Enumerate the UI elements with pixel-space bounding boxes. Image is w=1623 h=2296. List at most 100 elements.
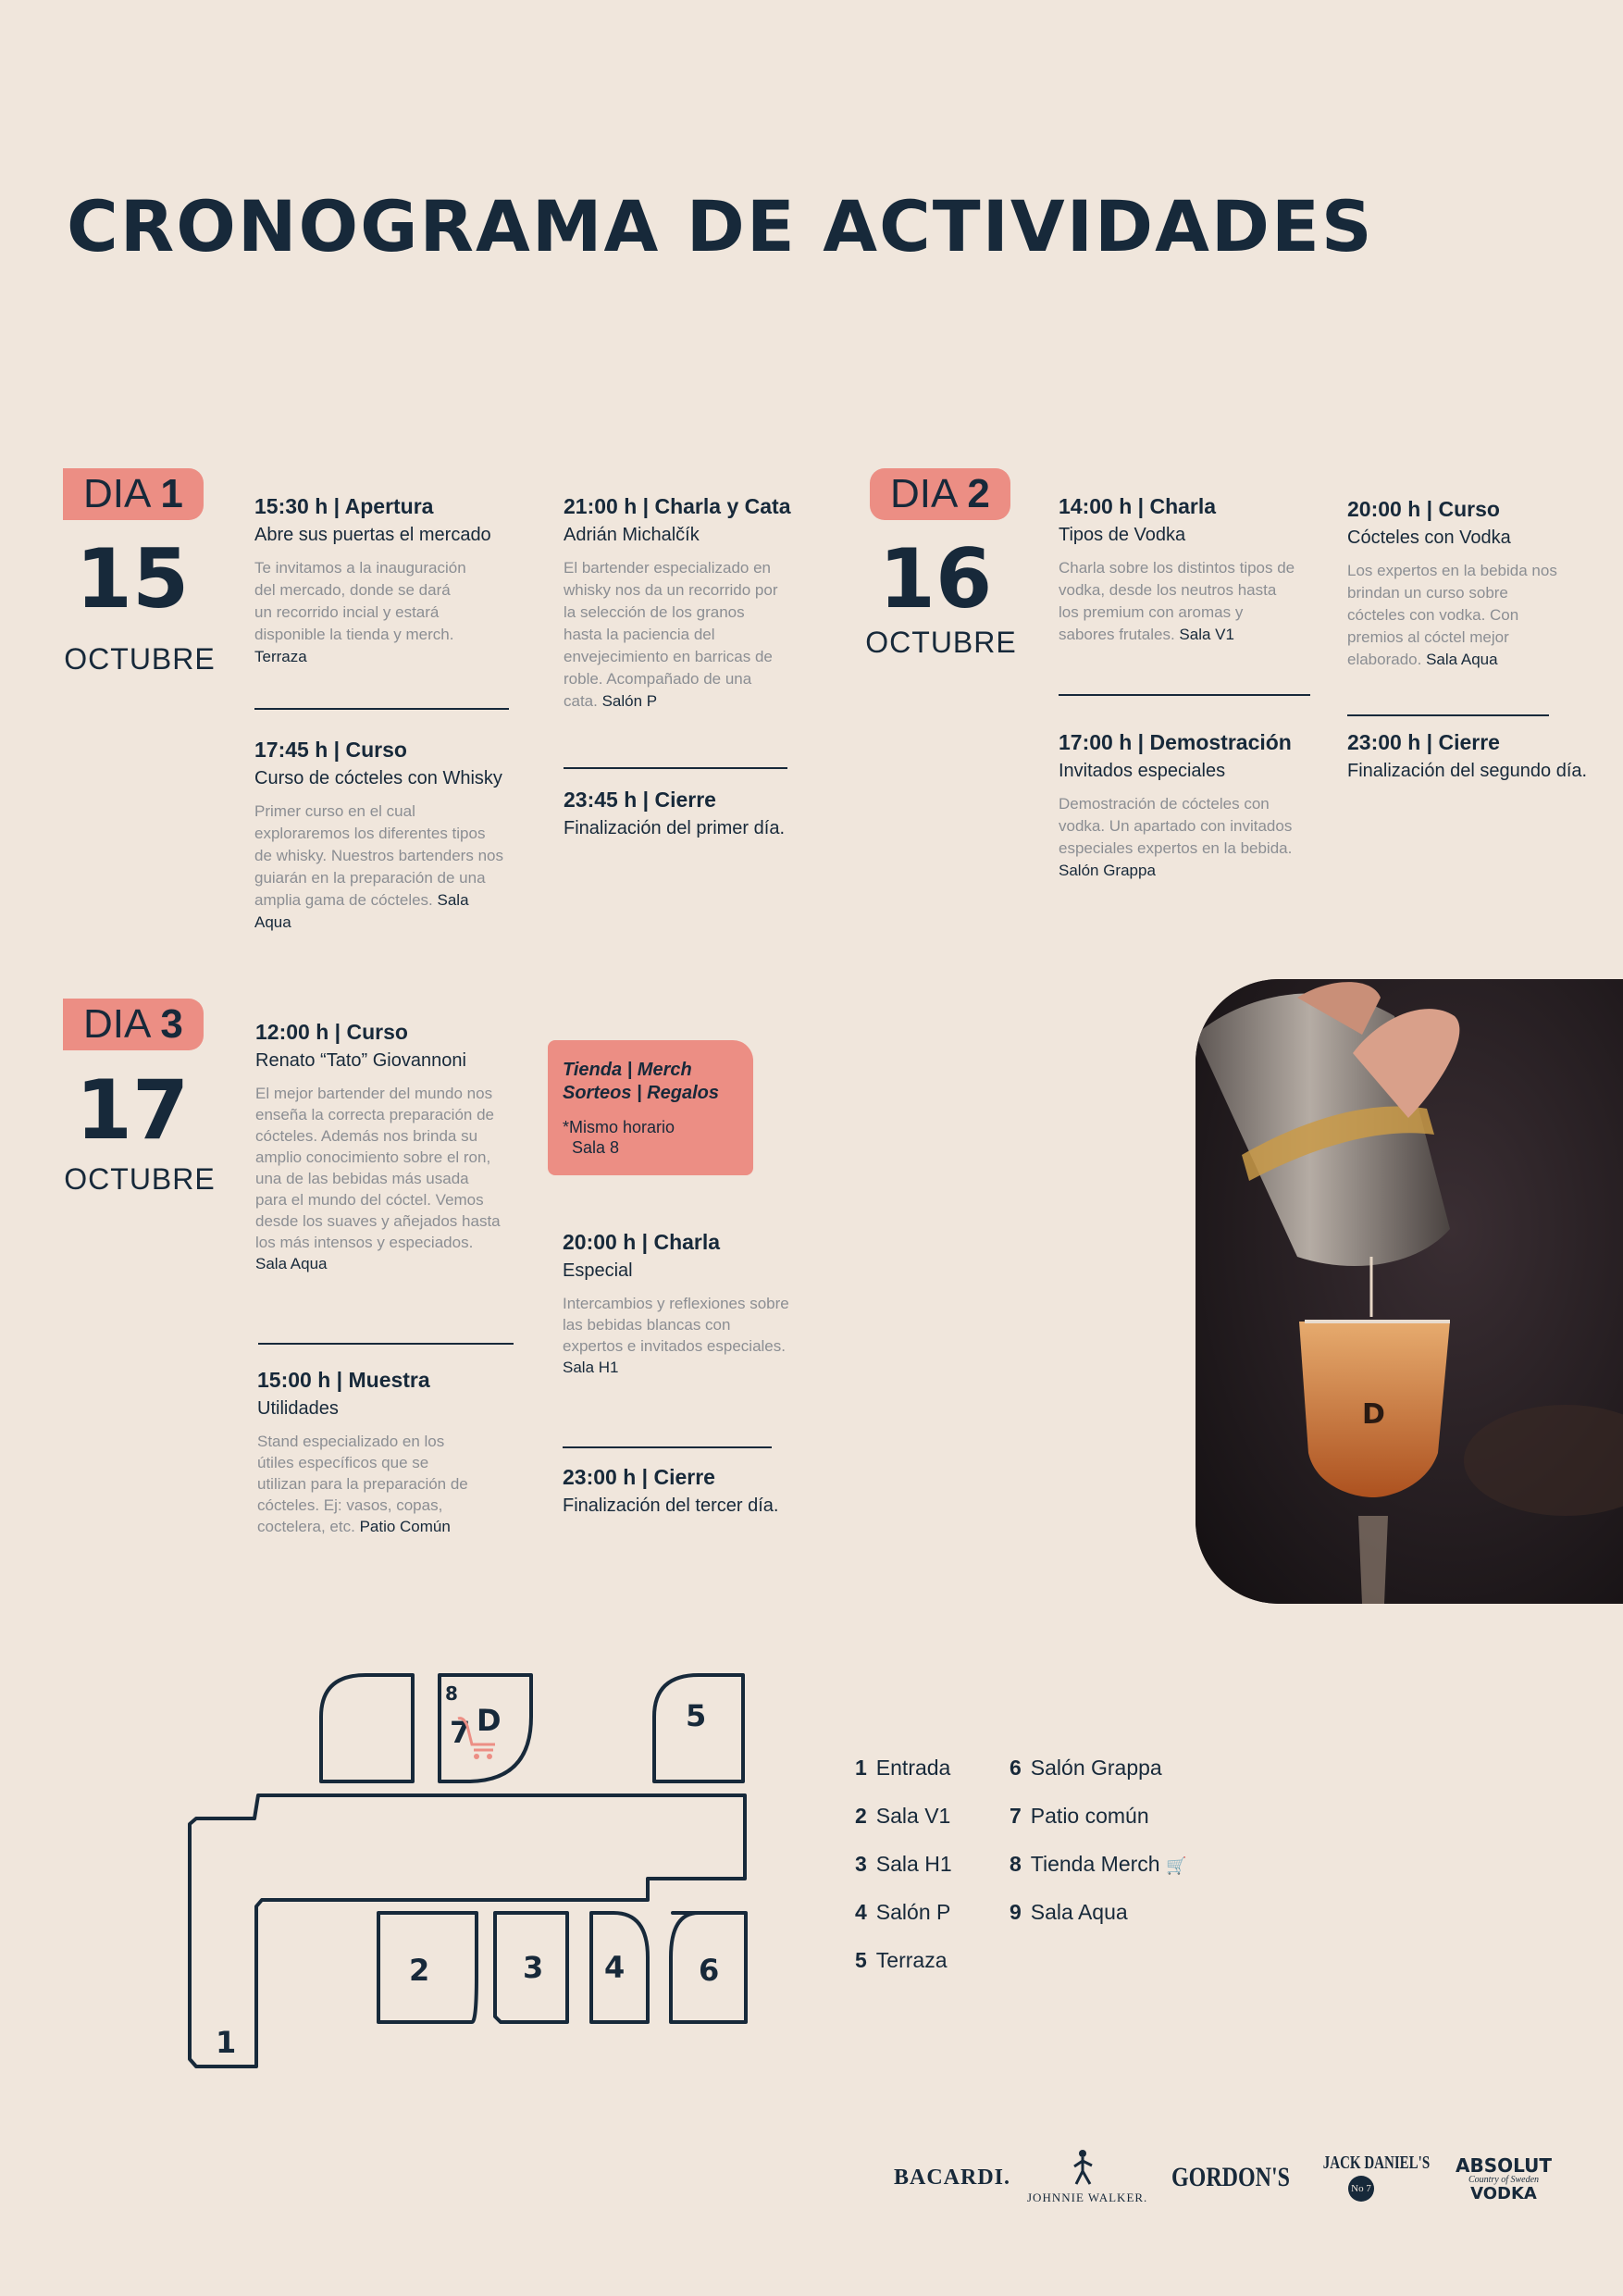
merch-cart-icon: 🛒 — [1165, 1856, 1187, 1875]
event-d1-4: 23:45 h | Cierre Finalización del primer… — [564, 788, 832, 839]
event-time: 17:00 h | Demostración — [1059, 730, 1292, 754]
event-room: Sala Aqua — [255, 1255, 328, 1272]
event-description: Los expertos en la bebida nos brindan un… — [1347, 562, 1557, 668]
day-1-month: OCTUBRE — [64, 642, 216, 676]
event-description: Stand especializado en los útiles especí… — [257, 1433, 468, 1535]
room-5-shape — [652, 1673, 745, 1783]
room-2-shape — [377, 1911, 478, 2024]
event-subtitle: Especial — [563, 1260, 633, 1281]
divider — [254, 708, 509, 710]
event-time: 14:00 h | Charla — [1059, 494, 1217, 518]
legend-item-2: 2 Sala V1 — [855, 1804, 951, 1828]
room-5-label: 5 — [686, 1698, 706, 1733]
day-3-badge: DIA 3 — [63, 999, 204, 1050]
event-d1-1: 15:30 h | Apertura Abre sus puertas el m… — [254, 494, 514, 668]
day-number: 3 — [160, 1001, 183, 1047]
event-description: Te invitamos a la inauguración del merca… — [254, 559, 466, 665]
event-room: Terraza — [254, 648, 307, 665]
divider — [564, 767, 787, 769]
event-d1-2: 17:45 h | Curso Curso de cócteles con Wh… — [254, 738, 532, 934]
event-time: 23:00 h | Cierre — [1347, 730, 1500, 754]
room-4-label: 4 — [604, 1950, 625, 1985]
divider — [1347, 714, 1549, 716]
day-label: DIA — [890, 471, 959, 516]
day-1-date: 15 — [75, 531, 190, 627]
event-description: El bartender especializado en whisky nos… — [564, 559, 778, 710]
event-room: Sala Aqua — [1426, 651, 1498, 668]
divider — [258, 1343, 514, 1345]
room-7-shape — [319, 1673, 415, 1783]
event-d2-4: 23:00 h | Cierre Finalización del segund… — [1347, 730, 1616, 782]
event-room: Salón Grappa — [1059, 862, 1156, 879]
event-subtitle: Finalización del tercer día. — [563, 1496, 779, 1516]
event-subtitle: Finalización del segundo día. — [1347, 761, 1588, 781]
event-d2-1: 14:00 h | Charla Tipos de Vodka Charla s… — [1059, 494, 1318, 646]
event-time: 15:00 h | Muestra — [257, 1368, 430, 1392]
event-room: Patio Común — [359, 1518, 451, 1535]
venue-map: 7 8 5 1 2 3 4 6 D — [188, 1673, 748, 2068]
day-label: DIA — [83, 471, 152, 516]
event-description: Primer curso en el cual exploraremos los… — [254, 802, 503, 931]
event-d2-3: 20:00 h | Curso Cócteles con Vodka Los e… — [1347, 497, 1616, 671]
legend-item-4: 4 Salón P — [855, 1900, 951, 1924]
room-3-label: 3 — [523, 1950, 543, 1985]
room-1-label: 1 — [216, 2025, 236, 2060]
event-d3-3: 20:00 h | Charla Especial Intercambios y… — [563, 1230, 831, 1378]
event-description: Demostración de cócteles con vodka. Un a… — [1059, 795, 1293, 879]
room-4-shape — [589, 1911, 650, 2024]
event-subtitle: Invitados especiales — [1059, 761, 1226, 781]
event-d1-3: 21:00 h | Charla y Cata Adrián Michalčík… — [564, 494, 832, 713]
legend-item-6: 6 Salón Grappa — [1010, 1756, 1162, 1780]
event-d2-2: 17:00 h | Demostración Invitados especia… — [1059, 730, 1336, 882]
room-3-shape — [493, 1911, 569, 2024]
room-6-label: 6 — [699, 1953, 719, 1988]
room-8-logo: D — [477, 1703, 502, 1738]
cocktail-shaker-image: D — [1196, 979, 1623, 1604]
day-number: 1 — [160, 471, 183, 516]
jack-daniels-logo: JACK DANIEL'S No 7 — [1310, 2153, 1430, 2202]
event-subtitle: Adrián Michalčík — [564, 525, 700, 545]
event-d3-2: 15:00 h | Muestra Utilidades Stand espec… — [257, 1368, 516, 1537]
day-number: 2 — [967, 471, 990, 516]
room-6-shape — [669, 1911, 748, 2024]
legend-item-1: 1 Entrada — [855, 1756, 951, 1780]
event-description: El mejor bartender del mundo nos enseña … — [255, 1085, 501, 1272]
event-time: 20:00 h | Curso — [1347, 497, 1500, 521]
merch-note: *Mismo horario — [563, 1118, 675, 1136]
day-3-month: OCTUBRE — [64, 1162, 216, 1196]
event-description: Intercambios y reflexiones sobre las beb… — [563, 1295, 789, 1376]
event-subtitle: Utilidades — [257, 1398, 339, 1419]
event-subtitle: Abre sus puertas el mercado — [254, 525, 491, 545]
gordons-logo: GORDON'S — [1171, 2162, 1291, 2192]
divider — [1059, 694, 1310, 696]
event-subtitle: Curso de cócteles con Whisky — [254, 768, 502, 788]
event-subtitle: Finalización del primer día. — [564, 818, 785, 838]
event-time: 15:30 h | Apertura — [254, 494, 434, 518]
event-time: 12:00 h | Curso — [255, 1020, 408, 1044]
room-8-shape — [438, 1673, 533, 1783]
page-title: CRONOGRAMA DE ACTIVIDADES — [67, 185, 1374, 267]
old-no7-badge: No 7 — [1348, 2176, 1374, 2202]
event-subtitle: Tipos de Vodka — [1059, 525, 1186, 545]
johnnie-walker-logo: JOHNNIE WALKER. — [1027, 2149, 1146, 2205]
room-2-label: 2 — [409, 1953, 429, 1988]
day-2-month: OCTUBRE — [865, 626, 1017, 659]
legend-item-3: 3 Sala H1 — [855, 1852, 952, 1876]
shopping-cart-icon — [457, 1717, 495, 1752]
event-time: 17:45 h | Curso — [254, 738, 407, 762]
absolut-logo: ABSOLUT Country of Sweden VODKA — [1455, 2154, 1553, 2203]
day-3-date: 17 — [75, 1062, 190, 1158]
legend-item-5: 5 Terraza — [855, 1948, 948, 1972]
event-d3-1: 12:00 h | Curso Renato “Tato” Giovannoni… — [255, 1020, 533, 1274]
glass-logo: D — [1362, 1398, 1385, 1431]
merch-title: Tienda | Merch — [563, 1060, 692, 1080]
event-description: Charla sobre los distintos tipos de vodk… — [1059, 559, 1295, 643]
merch-room: Sala 8 — [572, 1138, 620, 1157]
event-subtitle: Renato “Tato” Giovannoni — [255, 1050, 466, 1071]
day-2-date: 16 — [878, 531, 993, 627]
merch-box: Tienda | Merch Sorteos | Regalos *Mismo … — [548, 1040, 753, 1175]
event-room: Sala Aqua — [254, 891, 469, 931]
event-d3-4: 23:00 h | Cierre Finalización del tercer… — [563, 1465, 831, 1517]
corridor-shape — [188, 1793, 747, 2068]
event-time: 23:45 h | Cierre — [564, 788, 716, 812]
